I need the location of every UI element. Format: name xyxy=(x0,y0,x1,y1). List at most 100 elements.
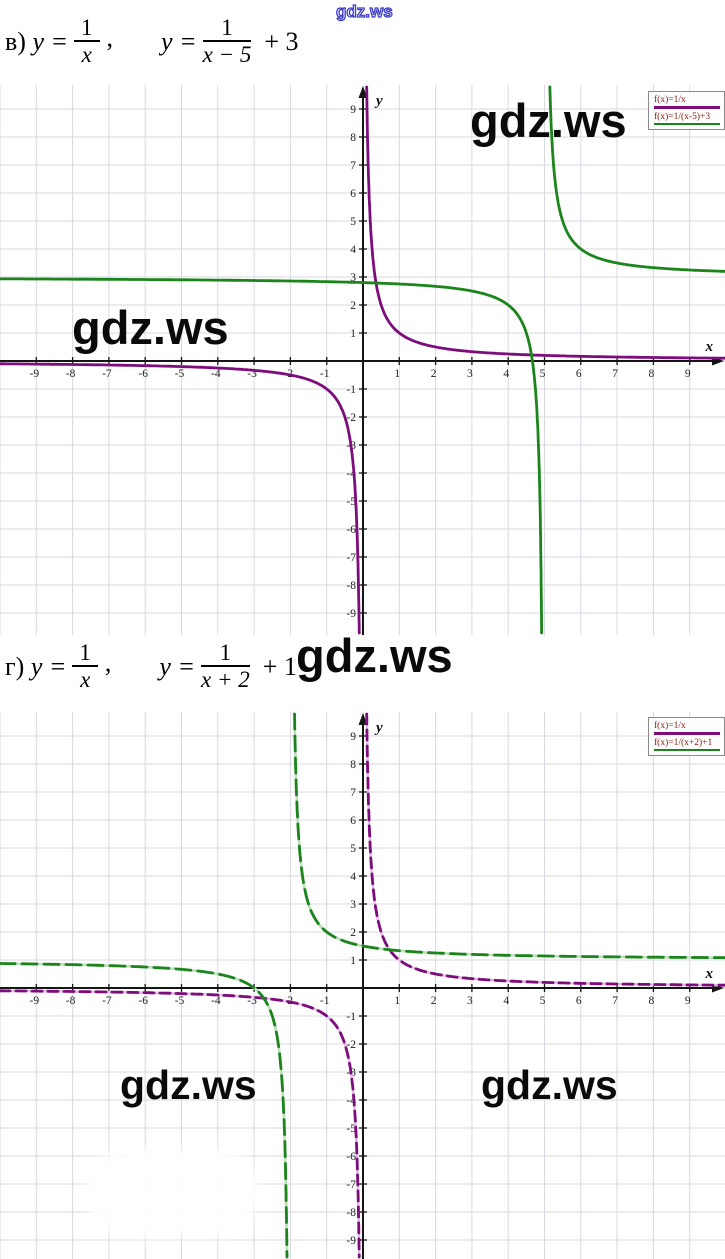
svg-text:6: 6 xyxy=(350,815,356,827)
watermark-text: gdz.ws xyxy=(72,301,229,354)
svg-text:-1: -1 xyxy=(320,995,330,1007)
fraction-numerator: 1 xyxy=(201,640,250,668)
watermark-text: gdz.ws xyxy=(335,1,393,21)
svg-text:2: 2 xyxy=(350,300,356,312)
legend-color-line xyxy=(654,122,720,125)
svg-text:-5: -5 xyxy=(175,995,185,1007)
svg-text:-5: -5 xyxy=(346,496,356,508)
svg-text:-4: -4 xyxy=(346,1095,356,1107)
title-prefix: г) xyxy=(5,651,25,681)
svg-text:-1: -1 xyxy=(346,1011,356,1023)
legend-color-line xyxy=(654,106,720,109)
svg-text:6: 6 xyxy=(576,995,582,1007)
svg-text:-9: -9 xyxy=(30,995,40,1007)
svg-text:-8: -8 xyxy=(346,580,356,592)
svg-text:x: x xyxy=(705,966,714,982)
svg-text:-6: -6 xyxy=(138,995,148,1007)
legend-label: f(x)=1/(x+2)+1 xyxy=(654,737,713,748)
legend-label: f(x)=1/x xyxy=(654,95,686,105)
svg-text:9: 9 xyxy=(350,104,356,116)
fraction: 1 x − 5 xyxy=(202,15,252,68)
svg-text:1: 1 xyxy=(350,328,356,340)
svg-text:-1: -1 xyxy=(320,368,330,380)
equation-title-2: г) y = 1 x , y = 1 x + 2 + 1 xyxy=(5,640,297,693)
svg-text:-9: -9 xyxy=(346,1235,356,1247)
fraction-numerator: 1 xyxy=(202,15,252,43)
comma: , xyxy=(106,23,114,53)
svg-text:9: 9 xyxy=(350,731,356,743)
svg-text:-4: -4 xyxy=(211,368,221,380)
svg-text:-8: -8 xyxy=(66,368,76,380)
svg-text:-8: -8 xyxy=(346,1207,356,1219)
svg-text:x: x xyxy=(705,339,714,355)
fraction-denominator: x xyxy=(80,667,91,693)
equation-lhs: y = xyxy=(159,651,196,681)
fraction-denominator: x − 5 xyxy=(202,42,252,68)
svg-text:-6: -6 xyxy=(346,1151,356,1163)
equation-lhs: y = xyxy=(32,26,69,56)
equation-suffix: + 1 xyxy=(262,651,297,681)
svg-text:-6: -6 xyxy=(138,368,148,380)
svg-text:-8: -8 xyxy=(66,995,76,1007)
fraction: 1 x xyxy=(74,15,100,68)
fraction: 1 x xyxy=(72,640,98,693)
title-prefix: в) xyxy=(5,26,26,56)
svg-text:1: 1 xyxy=(394,995,400,1007)
svg-text:-3: -3 xyxy=(247,368,257,380)
legend-color-line xyxy=(654,748,720,751)
equation-title-1: в) y = 1 x , y = 1 x − 5 + 3 xyxy=(5,15,299,68)
watermark-text: gdz.ws xyxy=(120,1062,257,1108)
equation-lhs: y = xyxy=(30,651,67,681)
svg-text:3: 3 xyxy=(467,995,473,1007)
fraction-denominator: x + 2 xyxy=(201,667,250,693)
svg-text:2: 2 xyxy=(350,927,356,939)
watermark-text: gdz.ws xyxy=(296,629,453,682)
svg-text:-7: -7 xyxy=(346,552,356,564)
svg-text:3: 3 xyxy=(467,368,473,380)
svg-text:2: 2 xyxy=(431,368,437,380)
svg-text:7: 7 xyxy=(612,995,618,1007)
svg-text:-6: -6 xyxy=(346,524,356,536)
svg-text:4: 4 xyxy=(350,244,356,256)
svg-text:-2: -2 xyxy=(346,412,356,424)
svg-text:8: 8 xyxy=(649,995,655,1007)
svg-text:7: 7 xyxy=(350,787,356,799)
legend-color-line xyxy=(654,732,720,735)
svg-text:4: 4 xyxy=(350,871,356,883)
svg-text:-9: -9 xyxy=(30,368,40,380)
svg-text:6: 6 xyxy=(576,368,582,380)
svg-text:-5: -5 xyxy=(175,368,185,380)
svg-text:5: 5 xyxy=(540,368,546,380)
svg-text:5: 5 xyxy=(350,216,356,228)
svg-text:4: 4 xyxy=(503,995,509,1007)
svg-text:6: 6 xyxy=(350,188,356,200)
svg-text:2: 2 xyxy=(431,995,437,1007)
svg-text:5: 5 xyxy=(350,843,356,855)
chart-1-svg: -9 -8 -7 -6 -5 -4 -3 -2 -1 1 2 3 4 5 6 7 8 9 -9 -8 -7 -6 -5 -4 -… xyxy=(0,85,725,635)
svg-text:1: 1 xyxy=(350,955,356,967)
svg-text:-5: -5 xyxy=(346,1123,356,1135)
svg-text:1: 1 xyxy=(394,368,400,380)
svg-text:-7: -7 xyxy=(346,1179,356,1191)
legend-label: f(x)=1/x xyxy=(654,721,686,731)
fraction-numerator: 1 xyxy=(74,15,100,43)
equation-lhs: y = xyxy=(161,26,197,56)
svg-text:4: 4 xyxy=(503,368,509,380)
svg-text:-4: -4 xyxy=(346,468,356,480)
svg-text:-7: -7 xyxy=(102,368,112,380)
svg-text:y: y xyxy=(374,720,383,736)
svg-text:9: 9 xyxy=(685,995,691,1007)
legend-chart-2: f(x)=1/x f(x)=1/(x+2)+1 xyxy=(648,717,725,756)
fraction-denominator: x xyxy=(81,42,92,68)
svg-text:3: 3 xyxy=(350,272,356,284)
equation-suffix: + 3 xyxy=(264,26,299,56)
svg-text:-4: -4 xyxy=(211,995,221,1007)
fraction: 1 x + 2 xyxy=(201,640,250,693)
svg-text:7: 7 xyxy=(350,160,356,172)
svg-text:-9: -9 xyxy=(346,608,356,620)
svg-text:-7: -7 xyxy=(102,995,112,1007)
svg-text:3: 3 xyxy=(350,899,356,911)
fraction-numerator: 1 xyxy=(72,640,98,668)
svg-text:9: 9 xyxy=(685,368,691,380)
